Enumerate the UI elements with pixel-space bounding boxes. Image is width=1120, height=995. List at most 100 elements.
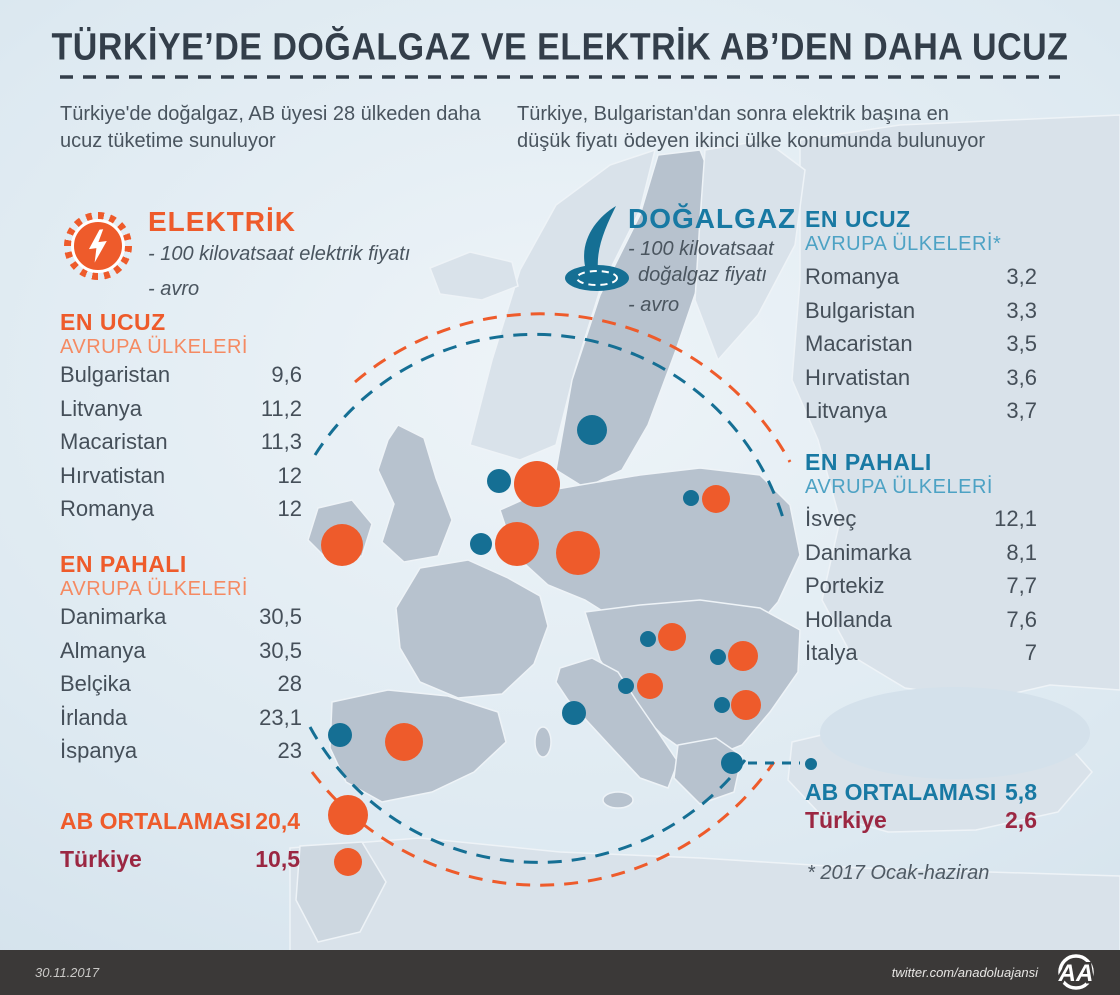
turkey-label: Türkiye: [60, 846, 142, 872]
price-value: 9,6: [271, 362, 302, 387]
country-name: Portekiz: [805, 573, 885, 598]
price-value: 7: [1024, 640, 1037, 665]
price-value: 28: [277, 671, 302, 696]
gas-flame-icon: [565, 206, 629, 291]
electricity-note-2: - avro: [148, 278, 200, 300]
bubble-ispanya-electricity: [385, 723, 423, 761]
country-name: Romanya: [805, 264, 900, 289]
price-row: Macaristan 3,5: [805, 327, 1037, 361]
svg-text:AA: AA: [1058, 960, 1094, 987]
bubble-romanya-electricity: [728, 641, 758, 671]
price-value: 3,5: [1006, 331, 1037, 356]
price-value: 30,5: [259, 604, 302, 629]
price-bubbles: [321, 415, 817, 876]
footnote: * 2017 Ocak-haziran: [807, 862, 990, 884]
country-name: İsveç: [805, 506, 857, 531]
bubble-litvanya-gas: [683, 490, 699, 506]
eu-average-label: AB ORTALAMASI: [805, 779, 997, 805]
gas-cheapest-subtitle: AVRUPA ÜLKELERİ*: [805, 233, 1002, 255]
bubble-almanya-electricity: [556, 531, 600, 575]
price-row: Litvanya 3,7: [805, 394, 1037, 428]
price-value: 12,1: [994, 506, 1037, 531]
electricity-expensive-title: EN PAHALI: [60, 551, 187, 577]
bubble-danimarka-electricity: [514, 461, 560, 507]
price-row: Portekiz 7,7: [805, 569, 1037, 603]
country-name: Danimarka: [60, 604, 167, 629]
price-row: Hollanda 7,6: [805, 603, 1037, 637]
price-row: İsveç 12,1: [805, 502, 1037, 536]
intro-left: Türkiye'de doğalgaz, AB üyesi 28 ülkeden…: [60, 103, 481, 152]
bubble-hollanda-gas: [470, 533, 492, 555]
country-name: Macaristan: [805, 331, 913, 356]
electricity-section-label: ELEKTRİK: [148, 206, 296, 237]
country-name: Bulgaristan: [805, 297, 916, 323]
lightning-bolt-icon: [71, 219, 125, 273]
price-value: 30,5: [259, 637, 302, 663]
price-row: İtalya 7: [805, 636, 1037, 670]
anadolu-agency-logo: AA: [1055, 953, 1096, 990]
price-row: Bulgaristan 3,3: [805, 294, 1037, 328]
price-row: Litvanya 11,2: [60, 392, 302, 426]
price-row: Hırvatistan 12: [60, 459, 302, 493]
eu-average-value: 20,4: [255, 808, 300, 834]
orange-top-arc: [354, 312, 792, 463]
price-value: 3,7: [1006, 398, 1037, 423]
publish-date: 30.11.2017: [35, 965, 100, 980]
country-name: Almanya: [60, 637, 146, 663]
price-value: 7,7: [1006, 573, 1037, 598]
electricity-cheapest-list: Bulgaristan 9,6 Litvanya 11,2 Macaristan 11,3…: [60, 358, 302, 526]
country-name: Litvanya: [805, 398, 887, 423]
price-row: Bulgaristan 9,6: [60, 358, 302, 392]
gas-note-1: - 100 kilovatsaat: [628, 238, 774, 260]
footer-bar: 30.11.2017 twitter.com/anadoluajansi AA: [0, 950, 1120, 995]
price-value: 12: [277, 462, 302, 488]
price-value: 8,1: [1006, 539, 1037, 565]
price-row: Almanya 30,5: [60, 634, 302, 668]
electricity-expensive-subtitle: AVRUPA ÜLKELERİ: [60, 578, 248, 600]
country-name: Hırvatistan: [60, 462, 166, 488]
price-value: 23,1: [259, 704, 302, 730]
country-name: Belçika: [60, 671, 131, 696]
bubble-turkiye-electricity: [334, 848, 362, 876]
price-value: 3,3: [1006, 297, 1037, 323]
page-title: TÜRKİYE’DE DOĞALGAZ VE ELEKTRİK AB’DEN D…: [51, 26, 1069, 69]
bubble-hirvatistan-electricity: [637, 673, 663, 699]
dashed-arcs: [308, 312, 800, 887]
turkey-value: 10,5: [255, 846, 300, 872]
price-row: Hırvatistan 3,6: [805, 361, 1037, 395]
bubble-ab-ortalamasi-gas: [721, 752, 743, 774]
bubble-danimarka-gas: [487, 469, 511, 493]
bubble-bulgaristan-electricity: [731, 690, 761, 720]
country-name: Hırvatistan: [805, 364, 911, 390]
gas-note-2: doğalgaz fiyatı: [638, 264, 767, 286]
bubble-macaristan-electricity: [658, 623, 686, 651]
price-row: Romanya 3,2: [805, 260, 1037, 294]
country-name: Macaristan: [60, 429, 168, 454]
bubble-hirvatistan-gas: [618, 678, 634, 694]
country-name: Romanya: [60, 496, 155, 521]
bubble-macaristan-gas: [640, 631, 656, 647]
bubble-italya-gas: [562, 701, 586, 725]
electricity-cheapest-subtitle: AVRUPA ÜLKELERİ: [60, 336, 248, 358]
bubble-litvanya-electricity: [702, 485, 730, 513]
country-name: İtalya: [805, 640, 858, 665]
bubble-isvec-gas: [577, 415, 607, 445]
electricity-cheapest-title: EN UCUZ: [60, 309, 166, 335]
electricity-turkey-row: Türkiye 10,5: [60, 846, 300, 873]
gas-note-3: - avro: [628, 294, 680, 316]
price-value: 3,2: [1006, 264, 1037, 289]
bubble-bulgaristan-gas: [714, 697, 730, 713]
country-name: İrlanda: [60, 704, 128, 730]
gas-turkey-row: Türkiye 2,6: [805, 807, 1037, 834]
bubble-romanya-gas: [710, 649, 726, 665]
price-value: 3,6: [1006, 364, 1037, 390]
gas-expensive-title: EN PAHALI: [805, 449, 932, 475]
bubble-turkiye-gas: [805, 758, 817, 770]
price-value: 11,2: [260, 395, 302, 421]
country-name: İspanya: [60, 738, 138, 763]
bubble-portekiz-gas: [328, 723, 352, 747]
price-row: Danimarka 30,5: [60, 600, 302, 634]
price-value: 23: [277, 738, 302, 763]
country-name: Hollanda: [805, 606, 892, 632]
